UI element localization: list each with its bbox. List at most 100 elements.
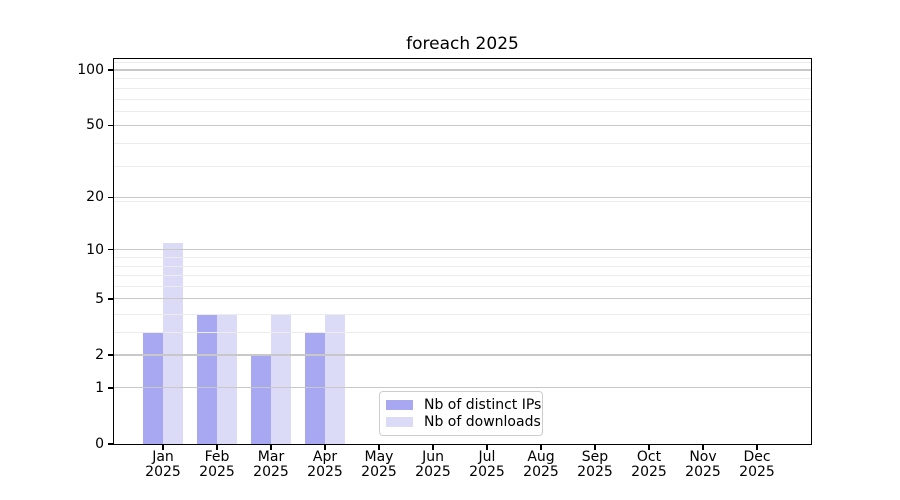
x-tick-month: Jun [422,449,444,465]
y-tick-mark [108,354,114,356]
x-tick-label-may: May 2025 [347,450,411,480]
minor-gridline [114,110,811,112]
x-tick-mark [540,445,542,450]
x-tick-year: 2025 [685,464,721,480]
major-gridline [114,387,811,389]
bar-downloads-apr [325,313,345,444]
x-tick-mark [702,445,704,450]
x-tick-month: Oct [636,449,662,465]
major-gridline [114,124,811,126]
x-tick-label-jun: Jun 2025 [401,450,465,480]
x-tick-mark [756,445,758,450]
minor-gridline [114,331,811,333]
minor-gridline [114,143,811,145]
x-tick-label-apr: Apr 2025 [293,450,357,480]
x-tick-mark [216,445,218,450]
x-tick-month: Apr [312,449,338,465]
plot-area [114,59,811,444]
x-tick-month: Dec [743,449,771,465]
bar-distinct-ips-feb [197,313,217,444]
x-tick-mark [486,445,488,450]
legend-item-distinct-ips: Nb of distinct IPs [386,398,542,412]
chart-title: foreach 2025 [406,34,519,54]
bar-downloads-mar [271,313,291,444]
y-tick-label: 2 [95,346,104,363]
minor-gridline [114,201,811,203]
x-tick-year: 2025 [739,464,775,480]
y-tick-label: 10 [86,241,104,258]
y-tick-label: 1 [95,379,104,396]
x-tick-year: 2025 [577,464,613,480]
bar-downloads-jan [163,242,183,444]
minor-gridline [114,62,811,64]
x-tick-label-oct: Oct 2025 [617,450,681,480]
y-tick-label: 0 [95,436,104,452]
x-tick-month: Jul [478,449,496,465]
x-tick-year: 2025 [307,464,343,480]
x-tick-mark [378,445,380,450]
major-gridline [114,69,811,71]
legend-swatch-downloads [386,417,413,427]
bar-downloads-feb [217,313,237,444]
x-tick-mark [594,445,596,450]
x-tick-month: Feb [204,449,230,465]
legend: Nb of distinct IPs Nb of downloads [379,391,543,436]
y-tick-label: 100 [77,61,104,78]
minor-gridline [114,313,811,315]
x-tick-label-jul: Jul 2025 [455,450,519,480]
x-tick-year: 2025 [631,464,667,480]
legend-label-downloads: Nb of downloads [424,414,541,430]
minor-gridline [114,275,811,277]
x-tick-year: 2025 [523,464,559,480]
x-tick-year: 2025 [469,464,505,480]
x-tick-label-dec: Dec 2025 [725,450,789,480]
y-tick-mark [108,196,114,199]
x-tick-mark [270,445,272,450]
major-gridline [114,196,811,198]
x-tick-mark [162,445,164,450]
minor-gridline [114,257,811,259]
x-tick-label-nov: Nov 2025 [671,450,735,480]
major-gridline [114,298,811,300]
y-tick-label: 5 [95,290,104,307]
x-tick-year: 2025 [361,464,397,480]
y-tick-mark [108,69,114,71]
x-tick-month: May [364,449,394,465]
x-tick-year: 2025 [145,464,181,480]
x-tick-label-feb: Feb 2025 [185,450,249,480]
major-gridline [114,249,811,251]
y-tick-label: 20 [86,189,104,206]
x-tick-mark [324,445,326,450]
x-tick-label-jan: Jan 2025 [131,450,195,480]
x-tick-month: Aug [527,449,555,465]
minor-gridline [114,265,811,267]
x-tick-month: Sep [581,449,609,465]
y-tick-mark [108,443,114,445]
minor-gridline [114,286,811,288]
minor-gridline [114,98,811,100]
x-tick-month: Mar [257,449,285,465]
minor-gridline [114,87,811,89]
x-tick-label-mar: Mar 2025 [239,450,303,480]
x-tick-year: 2025 [199,464,235,480]
major-gridline [114,354,811,356]
y-tick-mark [108,298,114,300]
y-tick-label: 50 [86,117,104,134]
x-tick-year: 2025 [415,464,451,480]
x-tick-year: 2025 [253,464,289,480]
x-tick-mark [648,445,650,450]
x-tick-month: Jan [152,449,174,465]
y-tick-mark [108,248,114,251]
legend-item-downloads: Nb of downloads [386,415,542,429]
x-tick-label-aug: Aug 2025 [509,450,573,480]
x-tick-label-sep: Sep 2025 [563,450,627,480]
x-tick-mark [432,445,434,450]
y-tick-mark [108,124,114,127]
bar-distinct-ips-mar [251,354,271,444]
legend-swatch-distinct-ips [386,400,413,410]
minor-gridline [114,78,811,80]
x-tick-month: Nov [689,449,717,465]
legend-label-distinct-ips: Nb of distinct IPs [424,397,542,413]
minor-gridline [114,165,811,167]
